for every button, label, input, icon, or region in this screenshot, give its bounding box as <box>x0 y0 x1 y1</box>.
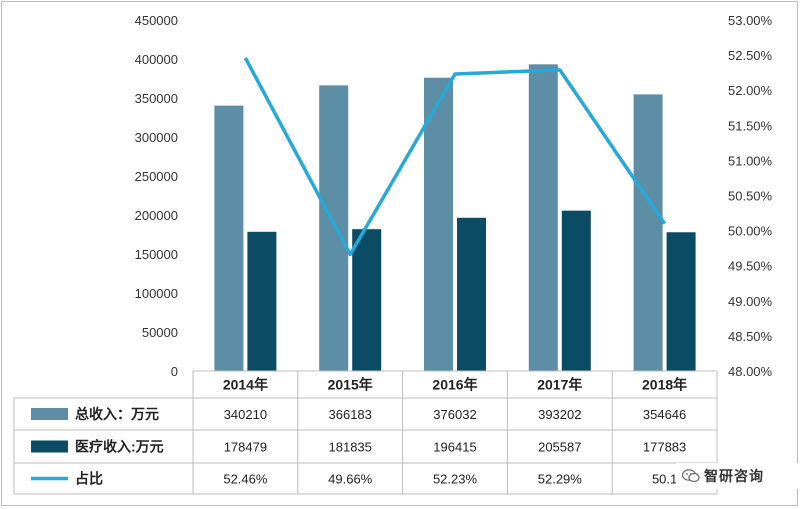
y-left-tick-label: 250000 <box>135 169 178 184</box>
y-left-tick-label: 200000 <box>135 208 178 223</box>
table-cell-value: 178479 <box>224 440 267 455</box>
legend-key <box>31 440 68 453</box>
table-cell-value: 393202 <box>538 407 581 422</box>
table-cell-value: 205587 <box>538 440 581 455</box>
wechat-icon <box>682 469 700 483</box>
y-left-tick-label: 400000 <box>135 52 178 67</box>
bar-total-income <box>633 94 663 371</box>
table-cell-value: 340210 <box>224 407 267 422</box>
table-cell-value: 49.66% <box>328 472 373 487</box>
y-right-tick-label: 49.50% <box>728 259 773 274</box>
y-right-tick-label: 52.00% <box>728 83 773 98</box>
table-cell-value: 196415 <box>433 440 476 455</box>
watermark: 智研咨询 <box>676 463 800 489</box>
watermark-text: 智研咨询 <box>704 468 764 484</box>
table-cell-value: 52.46% <box>223 472 268 487</box>
bar-total-income <box>424 77 453 371</box>
y-left-tick-label: 150000 <box>135 247 178 262</box>
y-left-tick-label: 450000 <box>135 13 178 28</box>
category-label: 2018年 <box>642 377 687 393</box>
y-right-tick-label: 52.50% <box>728 48 773 63</box>
y-right-tick-label: 50.00% <box>728 224 773 239</box>
y-left-tick-label: 50000 <box>142 325 178 340</box>
table-cell-value: 376032 <box>433 407 476 422</box>
y-right-tick-label: 49.00% <box>728 294 773 309</box>
bar-total-income <box>214 105 244 371</box>
y-left-tick-label: 350000 <box>135 91 178 106</box>
table-cell-value: 52.23% <box>433 472 478 487</box>
bar-total-income <box>528 64 558 372</box>
y-left-tick-label: 0 <box>171 364 178 379</box>
table-cell-value: 181835 <box>329 440 372 455</box>
bar-medical-income <box>561 210 591 371</box>
legend-key <box>31 408 68 420</box>
series-name: 总收入：万元 <box>75 406 159 422</box>
table-cell-value: 50.1 <box>652 472 677 487</box>
y-right-tick-label: 51.50% <box>728 118 773 133</box>
table-cell-value: 177883 <box>643 440 686 455</box>
table-cell-value: 52.29% <box>538 472 583 487</box>
series-name: 医疗收入:万元 <box>75 439 164 455</box>
table-cell-value: 366183 <box>329 407 372 422</box>
bar-medical-income <box>247 231 277 371</box>
y-right-tick-label: 48.00% <box>728 364 773 379</box>
y-left-tick-label: 300000 <box>135 130 178 145</box>
category-label: 2014年 <box>223 377 268 393</box>
y-right-tick-label: 51.00% <box>728 153 773 168</box>
series-name: 占比 <box>75 471 103 487</box>
table-cell-value: 354646 <box>643 407 686 422</box>
line-share <box>243 57 667 257</box>
y-left-tick-label: 100000 <box>135 286 178 301</box>
bar-medical-income <box>666 232 696 371</box>
bar-medical-income <box>352 229 382 371</box>
y-right-tick-label: 53.00% <box>728 13 773 28</box>
bar-total-income <box>319 85 349 371</box>
y-right-tick-label: 48.50% <box>728 329 773 344</box>
y-right-tick-label: 50.50% <box>728 189 773 204</box>
bar-medical-income <box>457 217 486 371</box>
category-label: 2017年 <box>537 377 582 393</box>
category-label: 2016年 <box>432 377 477 393</box>
category-label: 2015年 <box>328 377 373 393</box>
